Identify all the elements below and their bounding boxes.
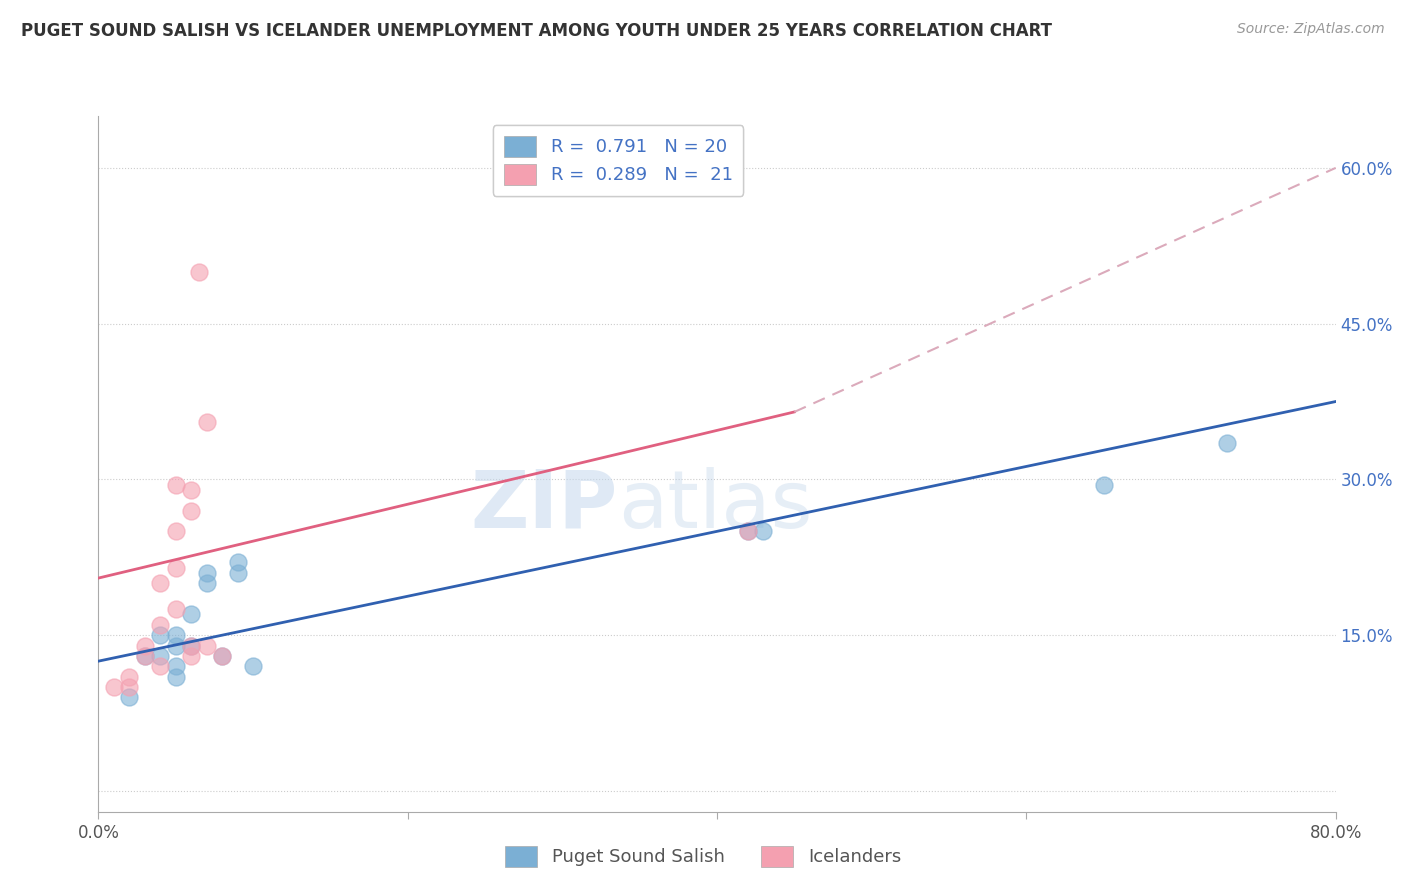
Point	[195, 566, 218, 580]
Point	[1092, 477, 1115, 491]
Point	[180, 648, 202, 663]
Point	[118, 690, 141, 705]
Point	[211, 648, 233, 663]
Point	[165, 670, 187, 684]
Point	[211, 648, 233, 663]
Text: atlas: atlas	[619, 467, 813, 545]
Point	[118, 680, 141, 694]
Point	[165, 602, 187, 616]
Point	[165, 477, 187, 491]
Legend: R =  0.791   N = 20, R =  0.289   N =  21: R = 0.791 N = 20, R = 0.289 N = 21	[492, 125, 744, 195]
Point	[118, 670, 141, 684]
Point	[226, 556, 249, 570]
Point	[1216, 436, 1239, 450]
Point	[226, 566, 249, 580]
Point	[134, 639, 156, 653]
Point	[737, 524, 759, 539]
Point	[180, 483, 202, 497]
Point	[195, 639, 218, 653]
Point	[195, 415, 218, 429]
Point	[180, 639, 202, 653]
Point	[165, 639, 187, 653]
Point	[149, 628, 172, 642]
Point	[165, 524, 187, 539]
Point	[195, 576, 218, 591]
Point	[149, 659, 172, 673]
Point	[134, 648, 156, 663]
Text: Source: ZipAtlas.com: Source: ZipAtlas.com	[1237, 22, 1385, 37]
Point	[165, 659, 187, 673]
Point	[165, 628, 187, 642]
Point	[180, 639, 202, 653]
Text: PUGET SOUND SALISH VS ICELANDER UNEMPLOYMENT AMONG YOUTH UNDER 25 YEARS CORRELAT: PUGET SOUND SALISH VS ICELANDER UNEMPLOY…	[21, 22, 1052, 40]
Point	[103, 680, 125, 694]
Point	[242, 659, 264, 673]
Point	[134, 648, 156, 663]
Text: ZIP: ZIP	[471, 467, 619, 545]
Point	[149, 617, 172, 632]
Point	[188, 265, 211, 279]
Point	[752, 524, 775, 539]
Legend: Puget Sound Salish, Icelanders: Puget Sound Salish, Icelanders	[498, 838, 908, 874]
Point	[165, 560, 187, 574]
Point	[180, 607, 202, 622]
Point	[180, 503, 202, 517]
Point	[149, 576, 172, 591]
Point	[737, 524, 759, 539]
Point	[149, 648, 172, 663]
